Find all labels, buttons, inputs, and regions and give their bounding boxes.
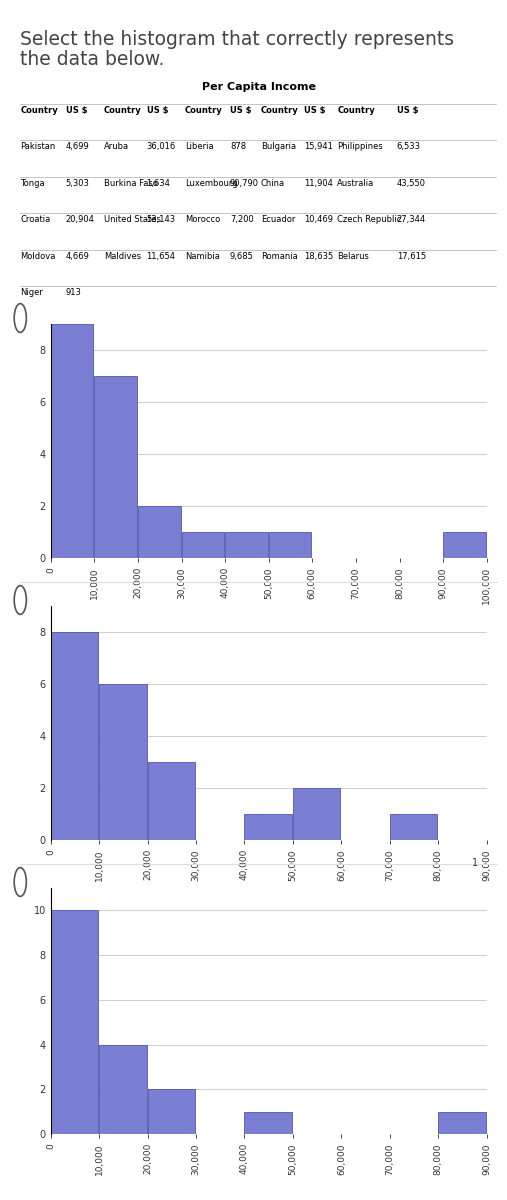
Bar	[244, 814, 292, 840]
Text: 5,303: 5,303	[65, 179, 89, 187]
Bar	[293, 788, 340, 840]
Text: Bulgaria: Bulgaria	[261, 142, 296, 151]
Text: Country: Country	[337, 106, 375, 114]
Bar	[182, 532, 224, 558]
Text: Belarus: Belarus	[337, 252, 369, 260]
Bar	[99, 1044, 147, 1134]
Text: US $: US $	[397, 106, 418, 114]
Text: 11,904: 11,904	[304, 179, 333, 187]
Bar	[51, 911, 98, 1134]
Text: 7,200: 7,200	[230, 215, 254, 224]
Text: Croatia: Croatia	[20, 215, 51, 224]
Text: 53,143: 53,143	[147, 215, 176, 224]
Text: Ecuador: Ecuador	[261, 215, 296, 224]
Bar	[390, 814, 438, 840]
Text: 1,634: 1,634	[147, 179, 170, 187]
Text: 913: 913	[65, 288, 82, 296]
Text: Maldives: Maldives	[104, 252, 141, 260]
Text: 1: 1	[472, 858, 478, 869]
Text: 9,685: 9,685	[230, 252, 254, 260]
Text: Country: Country	[104, 106, 141, 114]
Text: the data below.: the data below.	[20, 50, 165, 70]
Bar	[244, 1111, 292, 1134]
Text: 43,550: 43,550	[397, 179, 426, 187]
Text: Namibia: Namibia	[185, 252, 220, 260]
Text: Aruba: Aruba	[104, 142, 129, 151]
Text: Luxembourg: Luxembourg	[185, 179, 237, 187]
Text: 4,699: 4,699	[65, 142, 89, 151]
Text: Morocco: Morocco	[185, 215, 220, 224]
Text: 27,344: 27,344	[397, 215, 426, 224]
Bar	[138, 506, 180, 558]
Text: 15,941: 15,941	[304, 142, 333, 151]
Bar	[94, 376, 137, 558]
Text: China: China	[261, 179, 285, 187]
Text: Country: Country	[20, 106, 58, 114]
Text: Tonga: Tonga	[20, 179, 45, 187]
Text: 36,016: 36,016	[147, 142, 176, 151]
Bar	[51, 324, 93, 558]
Bar	[148, 1090, 195, 1134]
Bar	[51, 632, 98, 840]
Text: Australia: Australia	[337, 179, 375, 187]
Text: Country: Country	[261, 106, 299, 114]
Text: Moldova: Moldova	[20, 252, 56, 260]
Text: US $: US $	[147, 106, 168, 114]
Text: Liberia: Liberia	[185, 142, 213, 151]
Text: 10,469: 10,469	[304, 215, 333, 224]
Text: 6,533: 6,533	[397, 142, 421, 151]
Bar	[148, 762, 195, 840]
Text: 11,654: 11,654	[147, 252, 175, 260]
Text: 18,635: 18,635	[304, 252, 333, 260]
Text: Per Capita Income: Per Capita Income	[202, 82, 315, 92]
Text: 17,615: 17,615	[397, 252, 426, 260]
Text: Select the histogram that correctly represents: Select the histogram that correctly repr…	[20, 30, 454, 49]
Text: US $: US $	[65, 106, 87, 114]
Text: 20,904: 20,904	[65, 215, 94, 224]
Text: Niger: Niger	[20, 288, 43, 296]
Text: Burkina Faso: Burkina Faso	[104, 179, 158, 187]
Bar	[443, 532, 486, 558]
Bar	[99, 684, 147, 840]
Text: 90,790: 90,790	[230, 179, 259, 187]
Text: United States: United States	[104, 215, 161, 224]
Text: Philippines: Philippines	[337, 142, 383, 151]
Text: US $: US $	[230, 106, 251, 114]
Text: US $: US $	[304, 106, 325, 114]
Text: Romania: Romania	[261, 252, 298, 260]
Text: Czech Republic: Czech Republic	[337, 215, 402, 224]
Text: 4,669: 4,669	[65, 252, 89, 260]
Text: 878: 878	[230, 142, 246, 151]
Bar	[225, 532, 268, 558]
Bar	[269, 532, 311, 558]
Bar	[438, 1111, 486, 1134]
Text: Country: Country	[185, 106, 223, 114]
Text: Pakistan: Pakistan	[20, 142, 56, 151]
